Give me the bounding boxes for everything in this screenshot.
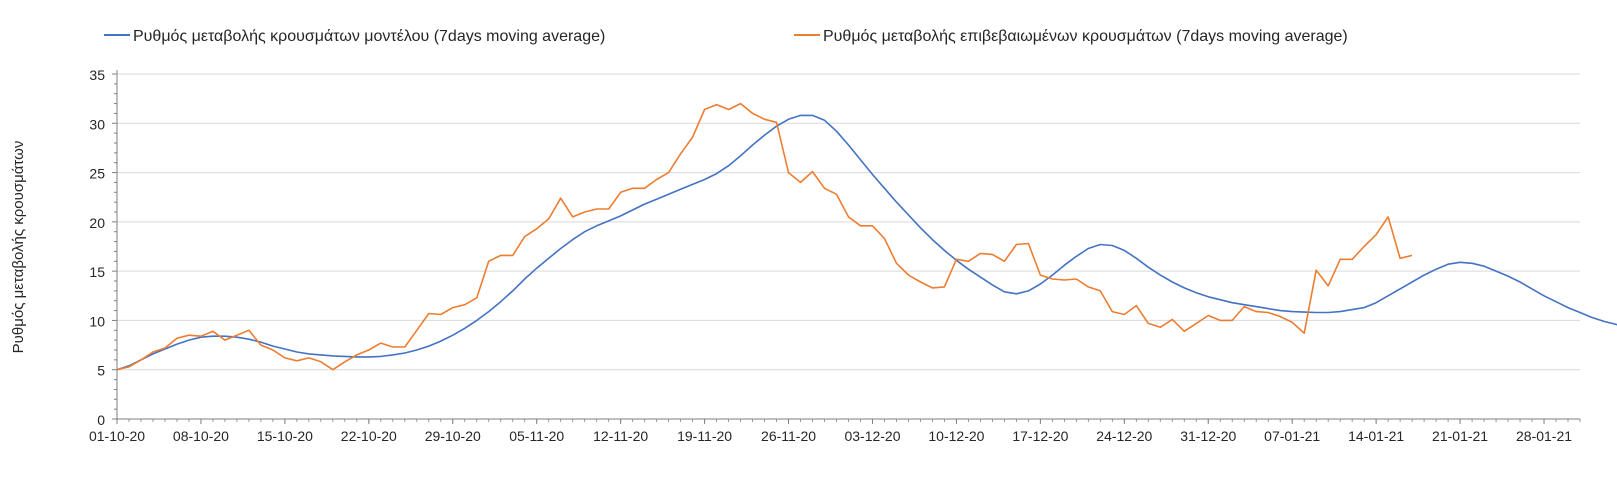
x-tick-label: 28-01-21 — [1516, 428, 1572, 444]
x-tick-label: 05-11-20 — [509, 428, 564, 444]
legend-item-model[interactable]: Ρυθμός μεταβολής κρουσμάτων μοντέλου (7d… — [104, 28, 605, 45]
y-tick-label: 0 — [97, 412, 105, 428]
legend-item-confirmed[interactable]: Ρυθμός μεταβολής επιβεβαιωμένων κρουσμάτ… — [794, 28, 1348, 45]
x-tick-label: 21-01-21 — [1432, 428, 1488, 444]
legend: Ρυθμός μεταβολής κρουσμάτων μοντέλου (7d… — [104, 28, 1348, 45]
x-tick-label: 31-12-20 — [1180, 428, 1236, 444]
y-tick-label: 25 — [89, 166, 105, 182]
x-tick-label: 03-12-20 — [844, 428, 900, 444]
series-line-model — [116, 114, 1617, 371]
x-tick-label: 10-12-20 — [928, 428, 984, 444]
x-tick-label: 22-10-20 — [341, 428, 397, 444]
series-line-confirmed — [116, 102, 1413, 371]
x-tick-label: 12-11-20 — [593, 428, 648, 444]
y-tick-label: 10 — [89, 313, 105, 329]
y-tick-label: 35 — [89, 67, 105, 83]
legend-label-confirmed: Ρυθμός μεταβολής επιβεβαιωμένων κρουσμάτ… — [823, 28, 1348, 45]
x-tick-label: 29-10-20 — [425, 428, 481, 444]
y-tick-label: 20 — [89, 215, 105, 231]
axes — [116, 70, 1580, 420]
y-axis-label: Ρυθμός μεταβολής κρουσμάτων — [10, 141, 27, 354]
y-tick-label: 30 — [89, 116, 105, 132]
x-tick-label: 01-10-20 — [89, 428, 145, 444]
y-tick-label: 15 — [89, 264, 105, 280]
x-tick-label: 08-10-20 — [173, 428, 229, 444]
x-tick-label: 14-01-21 — [1348, 428, 1404, 444]
y-axis-ticks: 0 5 10 15 20 25 30 35 — [89, 67, 117, 428]
x-tick-label: 24-12-20 — [1096, 428, 1152, 444]
x-tick-label: 26-11-20 — [761, 428, 816, 444]
gridlines — [117, 73, 1580, 371]
x-tick-label: 07-01-21 — [1264, 428, 1320, 444]
x-tick-label: 15-10-20 — [257, 428, 313, 444]
x-tick-label: 19-11-20 — [677, 428, 732, 444]
y-tick-label: 5 — [97, 363, 105, 379]
legend-label-model: Ρυθμός μεταβολής κρουσμάτων μοντέλου (7d… — [133, 28, 605, 45]
x-axis-ticks: 01-10-20 08-10-20 15-10-20 22-10-20 29-10-20… — [89, 419, 1581, 444]
x-tick-label: 17-12-20 — [1012, 428, 1068, 444]
series-lines — [116, 102, 1617, 371]
